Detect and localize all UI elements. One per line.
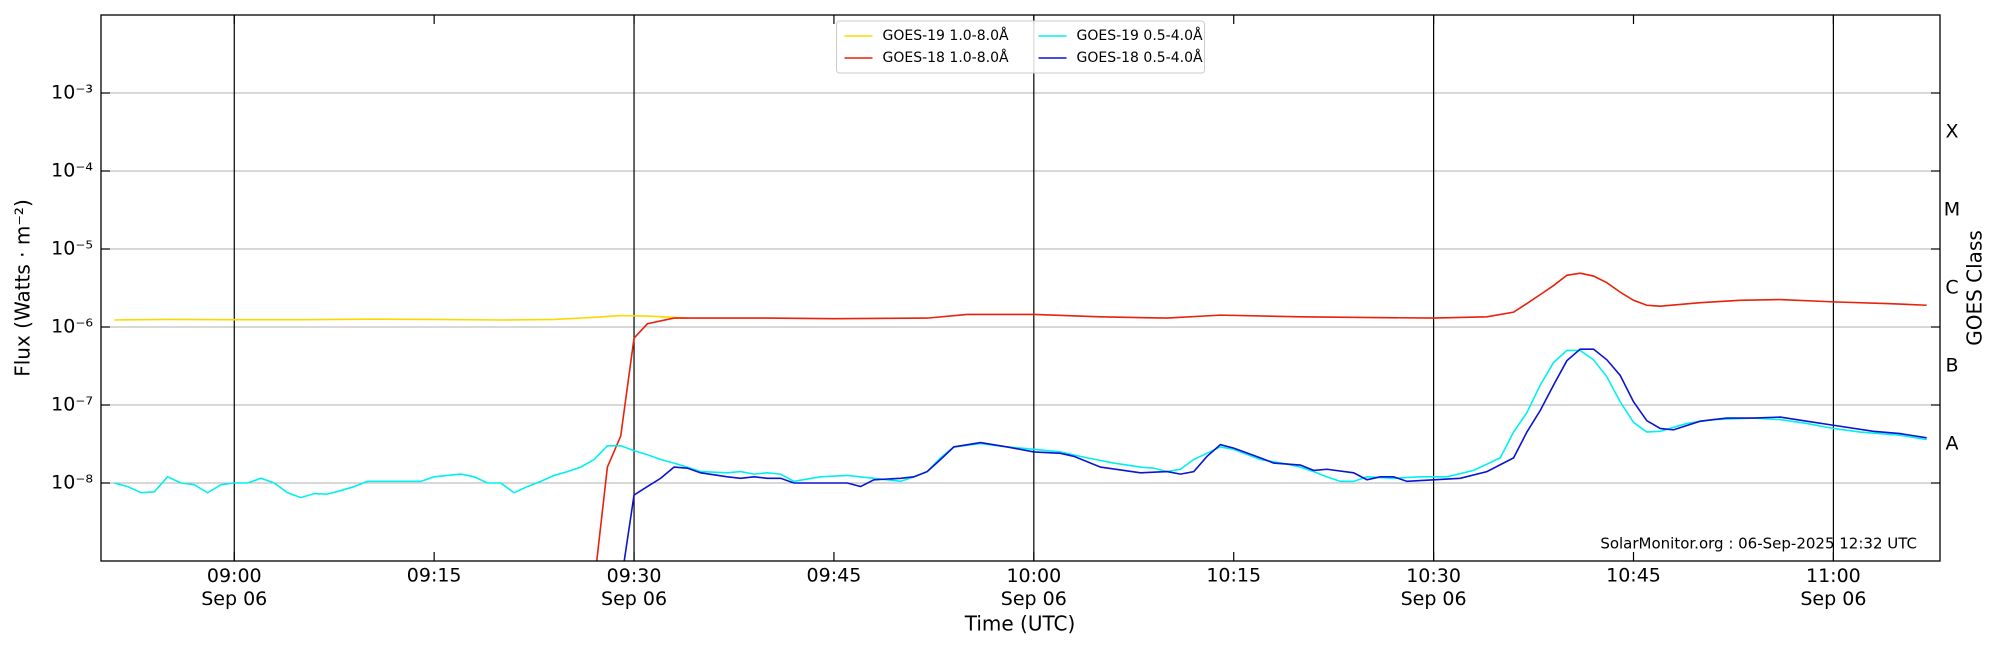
x-tick-label: 09:00 Sep 06 xyxy=(201,565,267,610)
y-tick-label: 10⁻⁸ xyxy=(51,472,93,494)
x-tick-label: 09:45 xyxy=(807,565,862,587)
y2-tick-label: M xyxy=(1944,199,1960,221)
y2-tick-label: B xyxy=(1945,355,1958,377)
x-tick-label: 09:30 Sep 06 xyxy=(601,565,667,610)
annotation: SolarMonitor.org : 06-Sep-2025 12:32 UTC xyxy=(1600,535,1917,553)
x-tick-label: 10:30 Sep 06 xyxy=(1401,565,1467,610)
x-tick-label: 10:00 Sep 06 xyxy=(1001,565,1067,610)
legend-box xyxy=(836,20,1205,74)
y-tick-label: 10⁻⁴ xyxy=(51,160,93,182)
x-tick-label: 10:15 xyxy=(1206,565,1261,587)
legend-label: GOES-19 0.5-4.0Å xyxy=(1077,27,1203,44)
y-tick-label: 10⁻⁵ xyxy=(51,238,93,260)
y2-tick-label: A xyxy=(1946,433,1959,455)
plot-area xyxy=(114,272,1927,561)
y-tick-label: 10⁻⁶ xyxy=(51,316,93,338)
y-axis-label: Flux (Watts · m⁻²) xyxy=(11,199,35,377)
series-line xyxy=(623,348,1927,561)
x-tick-label: 11:00 Sep 06 xyxy=(1800,565,1866,610)
series-line xyxy=(114,314,688,321)
x-axis-label: Time (UTC) xyxy=(964,612,1076,636)
x-tick-label: 09:15 xyxy=(407,565,462,587)
y2-axis-label: GOES Class xyxy=(1963,230,1987,346)
y-tick-label: 10⁻⁷ xyxy=(51,394,93,416)
series-line xyxy=(114,349,1927,499)
y-tick-label: 10⁻³ xyxy=(51,82,93,104)
series-line xyxy=(595,272,1927,561)
legend-label: GOES-18 0.5-4.0Å xyxy=(1077,49,1203,66)
legend-label: GOES-19 1.0-8.0Å xyxy=(883,27,1009,44)
y2-tick-label: C xyxy=(1945,277,1958,299)
y2-tick-label: X xyxy=(1945,121,1958,143)
legend-label: GOES-18 1.0-8.0Å xyxy=(883,49,1009,66)
plot-frame xyxy=(100,14,1941,562)
x-tick-label: 10:45 xyxy=(1606,565,1661,587)
